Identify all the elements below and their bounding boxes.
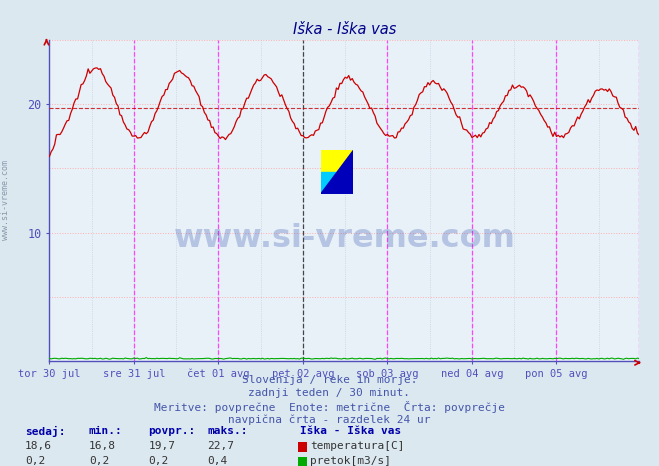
Text: Slovenija / reke in morje.: Slovenija / reke in morje. — [242, 375, 417, 385]
Text: maks.:: maks.: — [208, 426, 248, 436]
Text: min.:: min.: — [89, 426, 123, 436]
Text: temperatura[C]: temperatura[C] — [310, 441, 405, 451]
Text: zadnji teden / 30 minut.: zadnji teden / 30 minut. — [248, 388, 411, 398]
Text: 0,2: 0,2 — [148, 456, 169, 466]
Text: 0,2: 0,2 — [89, 456, 109, 466]
Text: 16,8: 16,8 — [89, 441, 116, 451]
Text: 22,7: 22,7 — [208, 441, 235, 451]
Text: 0,2: 0,2 — [25, 456, 45, 466]
Text: Iška - Iška vas: Iška - Iška vas — [300, 426, 401, 436]
Polygon shape — [321, 151, 353, 194]
Text: 0,4: 0,4 — [208, 456, 228, 466]
Title: Iška - Iška vas: Iška - Iška vas — [293, 22, 396, 37]
Text: sedaj:: sedaj: — [25, 426, 65, 438]
Text: www.si-vreme.com: www.si-vreme.com — [173, 224, 515, 254]
Polygon shape — [321, 151, 353, 172]
Text: 18,6: 18,6 — [25, 441, 52, 451]
Text: www.si-vreme.com: www.si-vreme.com — [1, 160, 10, 240]
Text: pretok[m3/s]: pretok[m3/s] — [310, 456, 391, 466]
Polygon shape — [321, 172, 337, 194]
Text: navpična črta - razdelek 24 ur: navpična črta - razdelek 24 ur — [228, 414, 431, 425]
Text: Meritve: povprečne  Enote: metrične  Črta: povprečje: Meritve: povprečne Enote: metrične Črta:… — [154, 401, 505, 413]
Text: 19,7: 19,7 — [148, 441, 175, 451]
Text: povpr.:: povpr.: — [148, 426, 196, 436]
